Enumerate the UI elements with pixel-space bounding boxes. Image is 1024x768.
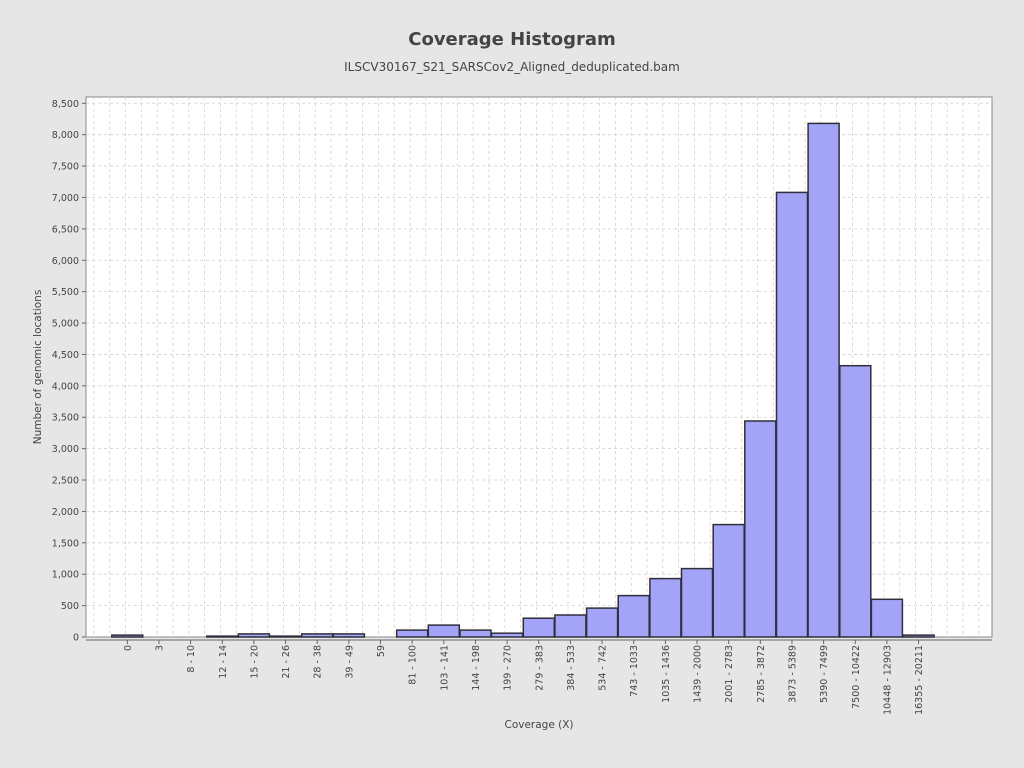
y-axis: 0 500 1,000 1,500 2,000 2,500 3,000 3,500 4,000 4… [52, 99, 86, 644]
bar [649, 577, 682, 638]
bar [554, 614, 587, 638]
bar [206, 635, 239, 638]
y-tick-label: 3,500 [52, 413, 79, 424]
x-tick-label: 3 [155, 645, 166, 651]
y-tick-label: 8,000 [52, 130, 79, 141]
y-tick-label: 2,500 [52, 476, 79, 487]
x-tick-label: 144 - 198 [471, 645, 482, 691]
y-tick-label: 1,000 [52, 570, 79, 581]
x-tick-label: 3873 - 5389 [788, 645, 799, 703]
y-tick-label: 3,000 [52, 444, 79, 455]
x-tick-label: 384 - 533 [566, 645, 577, 691]
x-tick-label: 59 [376, 645, 387, 657]
x-tick-label: 1035 - 1436 [661, 645, 672, 703]
bar [870, 598, 904, 638]
y-tick-label: 2,000 [52, 507, 79, 518]
x-axis: 0 3 8 - 10 12 - 14 15 - 20 21 - 26 28 - 38 39 -… [86, 639, 992, 715]
y-axis-label: Number of genomic locations [32, 290, 44, 445]
y-tick-label: 8,500 [52, 99, 79, 110]
bar [617, 594, 650, 638]
x-tick-label: 15 - 20 [249, 645, 260, 679]
y-tick-label: 4,500 [52, 350, 79, 361]
y-tick-label: 500 [61, 601, 79, 612]
y-tick-label: 5,000 [52, 319, 79, 330]
bars [111, 122, 935, 638]
x-tick-label: 12 - 14 [218, 645, 229, 679]
chart-title: Coverage Histogram [408, 29, 616, 50]
y-tick-label: 7,500 [52, 162, 79, 173]
bar [269, 635, 302, 638]
x-tick-label: 2785 - 3872 [756, 645, 767, 703]
x-tick-label: 21 - 26 [281, 645, 292, 679]
bar [775, 191, 809, 638]
bar [680, 567, 714, 638]
x-axis-label: Coverage (X) [504, 719, 573, 731]
x-tick-label: 39 - 49 [344, 645, 355, 679]
x-tick-label: 199 - 270 [503, 645, 514, 691]
y-tick-label: 6,500 [52, 224, 79, 235]
x-tick-label: 2001 - 2783 [724, 645, 735, 703]
x-tick-label: 28 - 38 [313, 645, 324, 679]
bar [902, 634, 935, 638]
bar [744, 420, 777, 638]
y-tick-label: 5,500 [52, 287, 79, 298]
x-tick-label: 81 - 100 [408, 645, 419, 685]
x-tick-label: 8 - 10 [186, 645, 197, 673]
y-tick-label: 1,500 [52, 538, 79, 549]
x-tick-label: 279 - 383 [534, 645, 545, 691]
bar [522, 617, 556, 638]
y-tick-label: 0 [73, 633, 79, 644]
bar [459, 629, 492, 638]
x-tick-label: 7500 - 10422 [851, 645, 862, 709]
bar [332, 633, 366, 638]
x-tick-label: 10448 - 12903 [882, 645, 893, 715]
x-tick-label: 743 - 1033 [629, 645, 640, 697]
bar [111, 634, 144, 638]
y-tick-label: 4,000 [52, 381, 79, 392]
y-tick-label: 7,000 [52, 193, 79, 204]
bar [712, 523, 745, 638]
x-tick-label: 534 - 742 [598, 645, 609, 691]
x-tick-label: 16355 - 20211 [914, 645, 925, 715]
x-tick-label: 5390 - 7499 [819, 645, 830, 703]
bar [300, 633, 334, 638]
x-tick-label: 1439 - 2000 [693, 645, 704, 703]
bar [237, 633, 271, 638]
y-tick-label: 6,000 [52, 256, 79, 267]
bar [807, 122, 840, 638]
bar [839, 364, 872, 638]
bar [585, 607, 619, 638]
bar [395, 629, 429, 638]
bar [490, 632, 524, 638]
x-tick-label: 103 - 141 [439, 645, 450, 691]
x-tick-label: 0 [123, 645, 134, 651]
bar [427, 624, 461, 638]
chart-subtitle: ILSCV30167_S21_SARSCov2_Aligned_deduplic… [344, 60, 680, 74]
